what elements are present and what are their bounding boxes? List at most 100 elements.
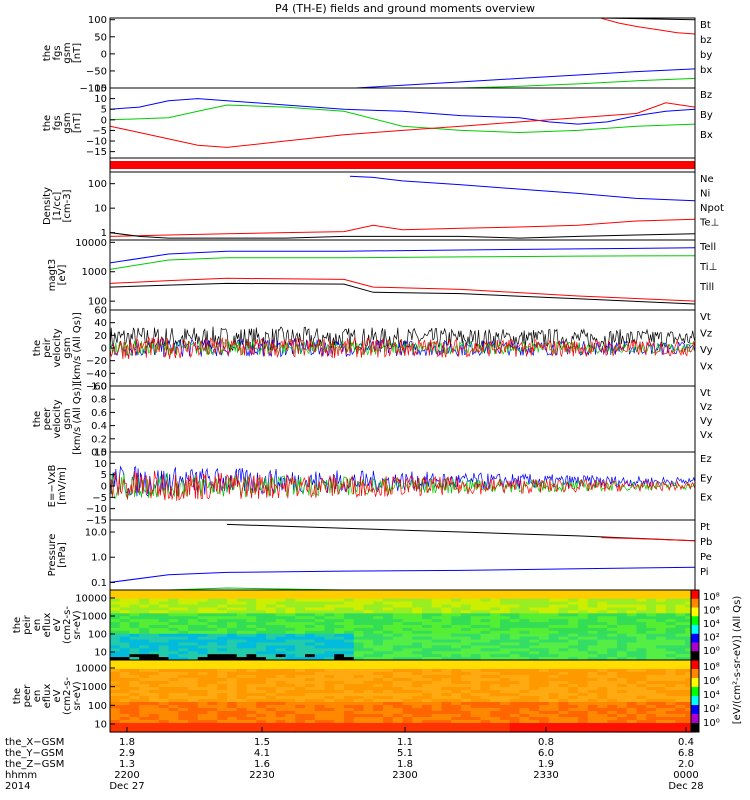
x-row-value: 1.5 [254,737,270,748]
series-line-fgs-gsm-2 [355,68,696,89]
y-label-line: [km/s (All Qs)] [72,383,83,455]
y-label-line: gsm [62,408,73,429]
y-label-line: E=−VxB [47,465,58,508]
legend-entry: Vt [700,388,711,399]
panel-peir-spec: 10000 1000 100 10 the peir en eflux eV (cm2-s-sr-… [12,589,696,661]
colorbar-tick: 10⁶ [703,676,720,687]
y-tick-label: −40 [86,369,107,380]
y-label-line: the [32,340,43,356]
series-line-fgs-gse-1 [109,104,696,134]
y-axis-label: the peir velocity gsm [km/s (All Qs)] [32,312,83,384]
spectrogram-electron [110,660,696,733]
panel-temp: 10000 1000 100 magt3 [eV] Tell Ti⊥ Till [47,238,717,311]
x-row-label: hhmm [5,770,37,781]
y-tick-label: −15 [86,147,107,158]
y-tick-label: 0.2 [91,434,107,445]
y-label-line: peer [42,407,53,431]
series-line-temp-0 [109,247,696,264]
y-tick-label: 0.4 [91,421,107,432]
x-row-value: 2300 [392,770,417,781]
colorbar-tick: 10⁰ [703,718,720,729]
y-tick-label: 0 [101,49,107,60]
legend-entry: Vy [700,416,713,427]
y-axis-label: the peir en eflux eV (cm2-s-sr-eV) [12,606,83,644]
series-line-pressure-1 [601,537,696,542]
colorbar-tick: 10⁶ [703,606,720,617]
y-label-line: fgs [52,115,63,130]
y-label-line: gsm [62,42,73,63]
colorbar-swatch [691,616,699,626]
x-row-label: the_X−GSM [5,737,64,748]
x-row-label: the_Y−GSM [5,748,64,759]
y-tick-label: 10 [94,204,107,215]
panel-peer-spec: 10000 1000 100 10 the peer en eflux eV (cm2-s-sr-… [12,659,696,733]
y-tick-label: 0.0 [91,448,107,459]
y-label-line: eV [52,618,63,631]
legend-entry: Tell [699,242,716,253]
y-axis-label: Density [1/cc] [cm-3] [42,187,73,225]
x-row-value: 1.6 [254,759,270,770]
colorbar-swatch [691,642,699,652]
colorbar-tick: 10⁸ [703,662,720,673]
y-label-line: Pressure [47,534,58,577]
panel-bar [109,157,696,173]
x-row-value: Dec 28 [668,781,703,792]
y-label-line: (cm2-s- [62,677,73,715]
colorbar-0: 10⁸ 10⁶ 10⁴ 10² 10⁰ [690,589,720,661]
y-label-line: gsm [62,337,73,358]
series-line-temp-3 [109,282,696,305]
x-row-value: 2.0 [678,759,694,770]
y-tick-label: 10 [94,94,107,105]
y-tick-label: −5 [92,126,107,137]
y-label-line: sr-eV) [72,610,83,639]
y-label-line: magt3 [47,259,58,292]
y-tick-label: 10000 [75,594,107,605]
y-tick-label: 0 [101,344,107,355]
y-label-line: en [32,690,43,703]
x-row-value: 2230 [249,770,274,781]
legend-entry: bx [700,65,712,76]
legend-entry: Pi [700,567,709,578]
x-row-label: the_Z−GSM [5,759,64,770]
x-row-value: 1.8 [119,737,135,748]
y-tick-label: 0 [101,482,107,493]
legend-entry: Pt [700,522,710,533]
legend-entry: Vz [700,329,712,340]
colorbar-tick: 10² [703,704,720,715]
y-tick-label: 1 [101,228,107,239]
y-label-line: peir [42,337,53,357]
x-row-value: 2200 [114,770,139,781]
colorbar-swatch [691,625,699,635]
y-tick-label: 100 [88,297,107,308]
y-tick-label: 100 [88,179,107,190]
colorbar-title: [eV/(cm²-s-sr-eV)] (All Qs) [732,596,743,725]
series-line-density-0 [349,175,696,202]
y-label-line: [cm-3] [62,189,73,222]
legend-entry: Vt [700,312,711,323]
x-row-value: 2.9 [119,748,135,759]
y-tick-label: 0.1 [91,578,107,589]
legend-entry: Bt [700,20,711,31]
series-line-temp-1 [109,255,696,270]
legend-entry: Ez [700,454,712,465]
y-label-line: velocity [52,399,63,438]
legend-entry: Ex [700,493,712,504]
series-line-fgs-gse-2 [109,102,696,148]
series-line-temp-2 [109,277,696,302]
y-label-line: [1/cc] [52,192,63,221]
y-label-line: [nPa] [57,542,68,568]
y-label-line: peer [22,684,33,708]
x-row-value: 0000 [673,770,698,781]
y-axis-label: Pressure [nPa] [47,534,68,577]
y-tick-label: 10000 [75,238,107,249]
panel-density: 100 10 1 Density [1/cc] [cm-3] Ne Ni Npot Te⊥ [42,171,724,241]
series-line-fgs-gsm-1 [601,17,696,35]
y-label-line: eV [52,689,63,702]
y-tick-label: −15 [86,516,107,527]
colorbar-swatch [691,590,699,600]
panel-peer-vel: 1.0 0.8 0.6 0.4 0.2 0.0 the peer velocity gsm [km/… [32,382,713,459]
noise-trace-efield-2 [109,470,696,501]
